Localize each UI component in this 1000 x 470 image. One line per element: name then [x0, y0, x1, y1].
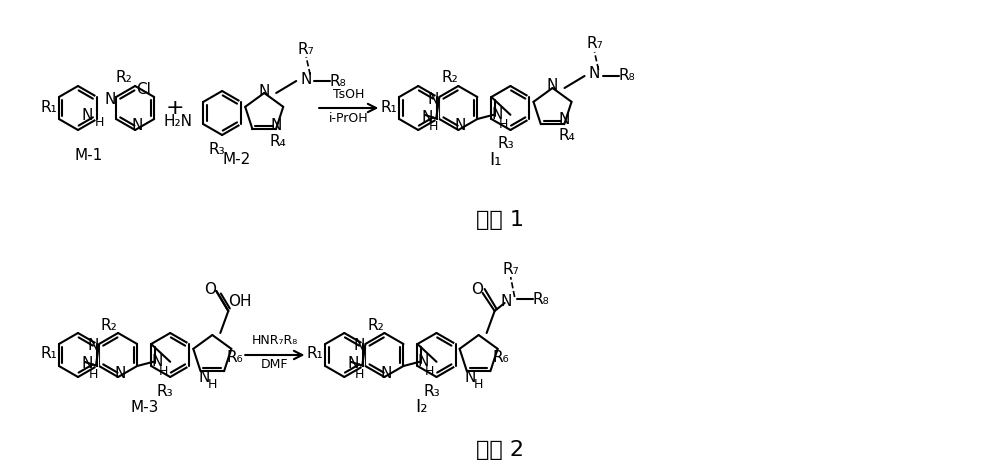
- Text: O: O: [204, 282, 216, 297]
- Text: R₃: R₃: [209, 141, 225, 157]
- Text: OH: OH: [229, 293, 252, 308]
- Text: H: H: [355, 368, 364, 381]
- Text: I₁: I₁: [489, 151, 502, 169]
- Text: 路线 2: 路线 2: [476, 440, 524, 460]
- Text: N: N: [81, 109, 93, 124]
- Text: M-3: M-3: [131, 400, 159, 415]
- Text: R₃: R₃: [423, 384, 440, 399]
- Text: N: N: [301, 71, 312, 86]
- Text: H: H: [425, 365, 434, 378]
- Text: R₂: R₂: [116, 70, 132, 86]
- Text: R₈: R₈: [532, 291, 549, 306]
- Text: R₇: R₇: [586, 37, 603, 52]
- Text: R₁: R₁: [41, 100, 57, 115]
- Text: M-1: M-1: [75, 148, 103, 163]
- Text: N: N: [492, 107, 503, 122]
- Text: N: N: [81, 357, 93, 371]
- Text: H: H: [429, 120, 438, 133]
- Text: M-2: M-2: [223, 152, 251, 167]
- Text: R₂: R₂: [441, 70, 458, 86]
- Text: N: N: [87, 338, 99, 353]
- Text: N: N: [589, 66, 600, 81]
- Text: N: N: [348, 357, 359, 371]
- Text: R₇: R₇: [298, 41, 315, 56]
- Text: H: H: [499, 118, 508, 131]
- Text: R₁: R₁: [381, 100, 398, 115]
- Text: N: N: [455, 118, 466, 133]
- Text: Cl: Cl: [136, 83, 151, 97]
- Text: N: N: [465, 369, 476, 384]
- Text: H: H: [159, 365, 168, 378]
- Text: N: N: [354, 338, 365, 353]
- Text: R₄: R₄: [270, 133, 287, 149]
- Text: N: N: [422, 110, 433, 125]
- Text: H₂N: H₂N: [164, 113, 193, 128]
- Text: R₁: R₁: [307, 346, 324, 361]
- Text: R₂: R₂: [367, 318, 384, 332]
- Text: R₇: R₇: [502, 261, 519, 276]
- Text: O: O: [471, 282, 483, 297]
- Text: R₈: R₈: [330, 73, 347, 88]
- Text: H: H: [88, 368, 98, 381]
- Text: R₆: R₆: [226, 350, 243, 365]
- Text: R₄: R₄: [558, 128, 575, 143]
- Text: DMF: DMF: [261, 359, 289, 371]
- Text: H: H: [208, 378, 217, 392]
- Text: +: +: [166, 98, 184, 118]
- Text: N: N: [418, 354, 429, 369]
- Text: R₆: R₆: [492, 350, 509, 365]
- Text: R₃: R₃: [157, 384, 174, 399]
- Text: N: N: [381, 366, 392, 381]
- Text: N: N: [104, 92, 116, 107]
- Text: R₁: R₁: [41, 346, 57, 361]
- Text: N: N: [152, 354, 163, 369]
- Text: R₈: R₈: [618, 69, 635, 84]
- Text: N: N: [547, 78, 558, 94]
- Text: TsOH: TsOH: [333, 87, 364, 101]
- Text: N: N: [501, 293, 512, 308]
- Text: R₂: R₂: [101, 318, 118, 332]
- Text: R₃: R₃: [497, 136, 514, 151]
- Text: N: N: [259, 84, 270, 99]
- Text: i-PrOH: i-PrOH: [329, 111, 369, 125]
- Text: I₂: I₂: [415, 398, 428, 416]
- Text: HNR₇R₈: HNR₇R₈: [252, 335, 298, 347]
- Text: N: N: [131, 118, 143, 133]
- Text: N: N: [271, 118, 282, 133]
- Text: H: H: [94, 116, 104, 128]
- Text: N: N: [114, 366, 126, 381]
- Text: N: N: [199, 369, 210, 384]
- Text: N: N: [559, 112, 570, 127]
- Text: 路线 1: 路线 1: [476, 210, 524, 230]
- Text: N: N: [428, 92, 439, 107]
- Text: H: H: [474, 378, 483, 392]
